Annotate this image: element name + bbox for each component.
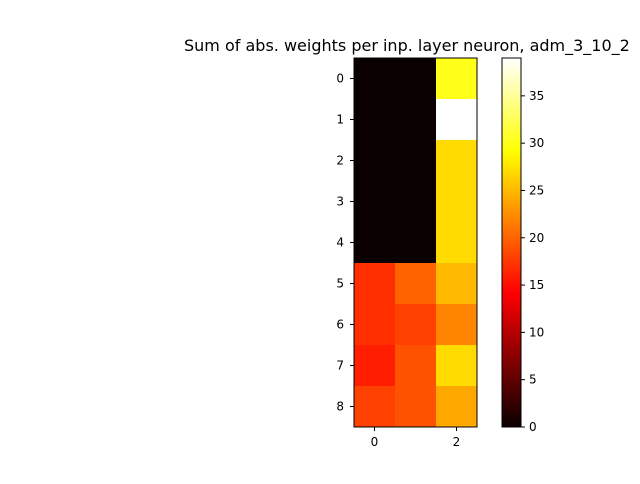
colorbar-tick-label: 0 [529,420,537,434]
y-tick-label: 4 [336,236,344,250]
colorbar-tick-label: 10 [529,325,544,339]
y-tick-label: 0 [336,72,344,86]
heatmap-cell [395,140,436,181]
y-tick-label: 5 [336,277,344,291]
colorbar-tick-label: 15 [529,278,544,292]
heatmap-cell [354,58,395,99]
heatmap-cell [354,140,395,181]
colorbar-tick-label: 5 [529,373,537,387]
heatmap-cell [436,222,477,263]
heatmap-cell [395,345,436,386]
heatmap-cell [436,263,477,304]
heatmap-cell [436,304,477,345]
heatmap-cell [395,386,436,427]
heatmap-cell [354,99,395,140]
colorbar-tick-label: 35 [529,89,544,103]
x-tick-label: 2 [453,435,461,449]
heatmap-cell [395,99,436,140]
heatmap-cell [395,263,436,304]
heatmap-cell [436,181,477,222]
heatmap-cell [436,58,477,99]
colorbar [502,58,521,427]
heatmap-cell [354,222,395,263]
heatmap-cell [436,386,477,427]
y-tick-label: 7 [336,359,344,373]
y-axis: 0 1 2 3 4 5 6 7 8 [336,72,354,414]
heatmap-cell [436,140,477,181]
y-tick-label: 3 [336,195,344,209]
chart-title: Sum of abs. weights per inp. layer neuro… [184,36,630,55]
heatmap-cells [354,58,477,427]
colorbar-tick-label: 30 [529,136,544,150]
heatmap-cell [436,345,477,386]
heatmap-cell [436,99,477,140]
y-tick-label: 2 [336,154,344,168]
heatmap-cell [395,222,436,263]
colorbar-tick-label: 25 [529,183,544,197]
heatmap-cell [354,386,395,427]
heatmap-cell [354,263,395,304]
y-tick-label: 8 [336,400,344,414]
colorbar-tick-label: 20 [529,231,544,245]
x-tick-label: 0 [371,435,379,449]
colorbar-axis: 0 5 10 15 20 25 30 35 [521,89,544,434]
heatmap-cell [395,181,436,222]
heatmap-cell [354,345,395,386]
heatmap-cell [395,304,436,345]
y-tick-label: 6 [336,318,344,332]
y-tick-label: 1 [336,113,344,127]
heatmap-cell [395,58,436,99]
heatmap-cell [354,304,395,345]
colorbar-frame [501,57,522,428]
heatmap-cell [354,181,395,222]
